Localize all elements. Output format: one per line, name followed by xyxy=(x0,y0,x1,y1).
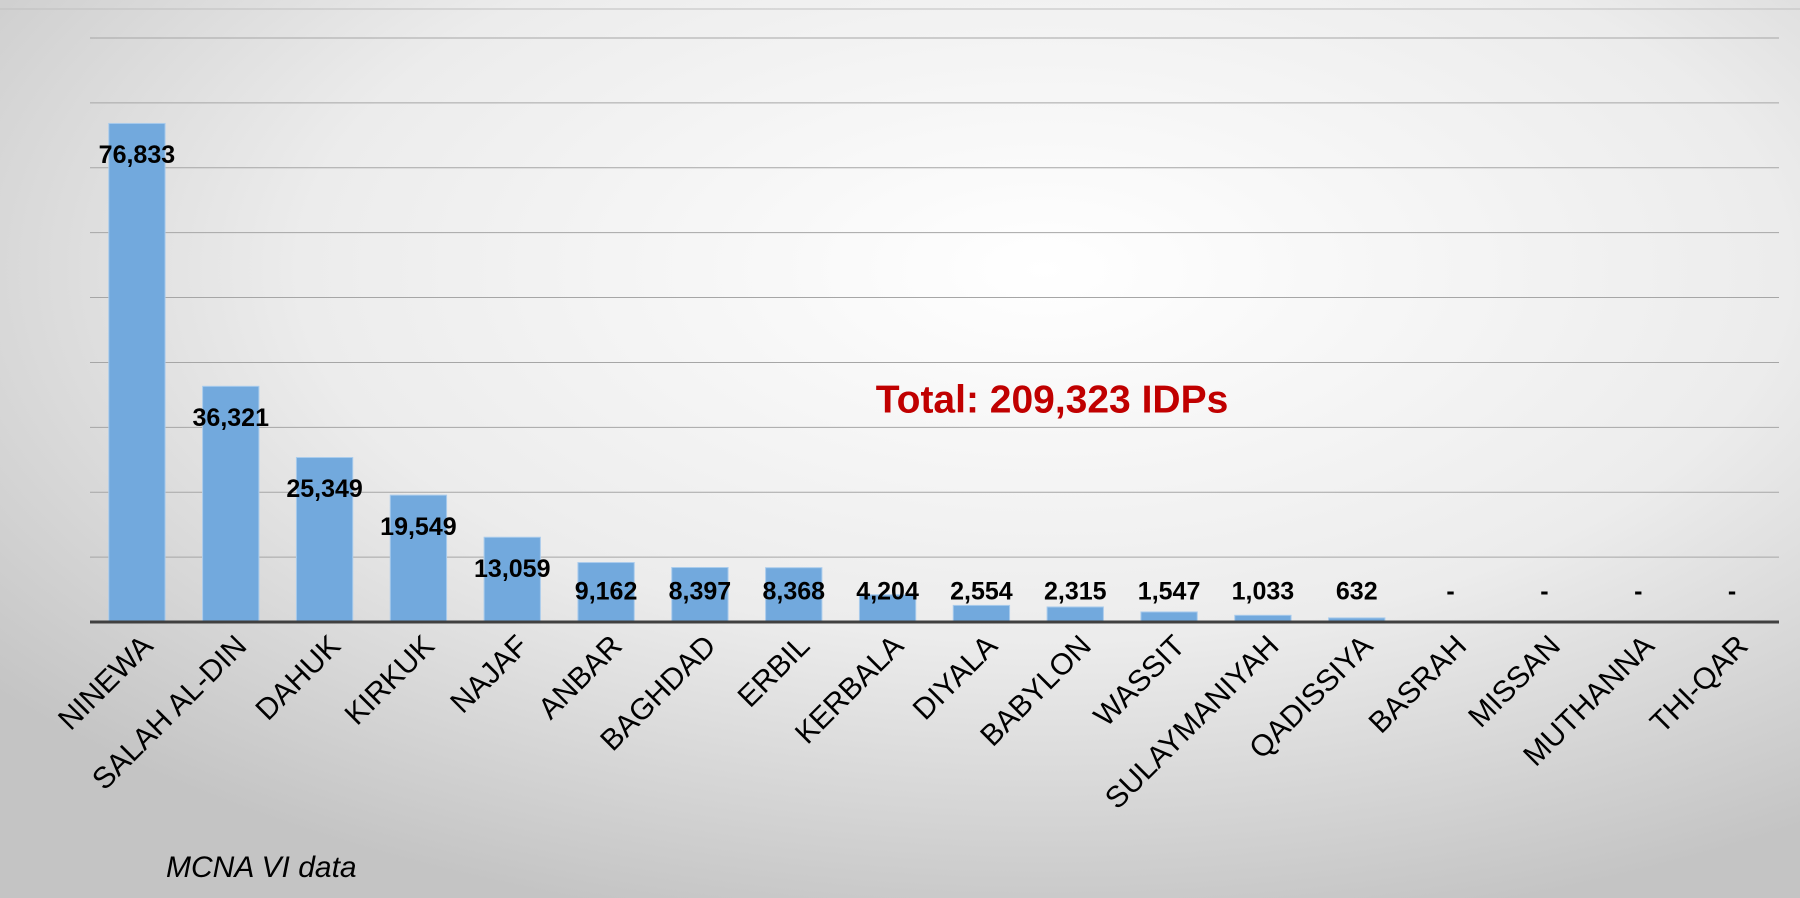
data-label: - xyxy=(1728,578,1736,606)
total-annotation: Total: 209,323 IDPs xyxy=(876,378,1229,421)
bar xyxy=(108,122,166,623)
data-label: 76,833 xyxy=(99,141,175,169)
data-label: 2,315 xyxy=(1044,578,1107,606)
data-label: 8,397 xyxy=(669,578,732,606)
data-label: 8,368 xyxy=(762,578,825,606)
data-label: 1,547 xyxy=(1138,578,1201,606)
bar xyxy=(1046,606,1104,623)
source-note: MCNA VI data xyxy=(166,851,357,884)
data-label: - xyxy=(1634,578,1642,606)
data-label: 36,321 xyxy=(193,404,270,432)
data-label: 632 xyxy=(1336,578,1378,606)
bar xyxy=(389,494,448,623)
data-label: 4,204 xyxy=(856,578,919,606)
bar xyxy=(671,567,729,623)
data-label: - xyxy=(1446,578,1454,606)
data-label: 19,549 xyxy=(380,513,456,541)
data-label: - xyxy=(1540,578,1548,606)
bar xyxy=(1140,611,1198,623)
bar xyxy=(483,536,541,623)
data-label: 13,059 xyxy=(474,555,550,583)
bar xyxy=(295,457,354,623)
bar xyxy=(202,385,260,623)
data-label: 2,554 xyxy=(950,578,1013,606)
data-label: 25,349 xyxy=(286,475,362,503)
bar xyxy=(765,567,823,623)
data-label: 9,162 xyxy=(575,578,638,606)
bar xyxy=(952,604,1011,623)
data-label: 1,033 xyxy=(1232,578,1295,606)
